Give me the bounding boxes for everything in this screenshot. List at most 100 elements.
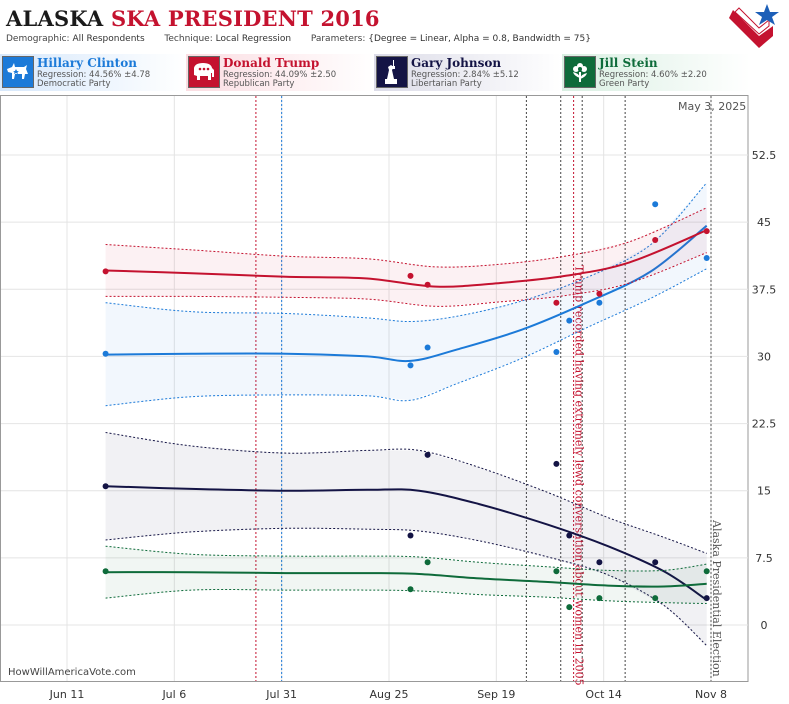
poll-point <box>652 237 659 243</box>
trend-line <box>105 485 708 601</box>
elephant-icon <box>188 56 220 88</box>
poll-point <box>703 568 710 575</box>
poll-point <box>553 568 560 575</box>
candidate-card-trump[interactable]: Donald Trump Regression: 44.09% ±2.50 Re… <box>186 54 374 91</box>
trend-line <box>105 571 707 588</box>
poll-point <box>703 228 710 235</box>
poll-point <box>553 460 560 467</box>
poll-point <box>553 299 560 306</box>
series-gary-johnson <box>102 432 710 646</box>
confidence-band <box>105 207 707 307</box>
poll-point <box>424 559 431 566</box>
candidate-card-stein[interactable]: Jill Stein Regression: 4.60% ±2.20 Green… <box>562 54 750 91</box>
parameters-value: {Degree = Linear, Alpha = 0.8, Bandwidth… <box>368 34 591 44</box>
y-tick-label: 22.5 <box>752 418 777 431</box>
watermark: HowWillAmericaVote.com <box>8 667 136 678</box>
series-jill-stein <box>102 545 710 611</box>
donkey-icon <box>2 56 34 88</box>
poll-point <box>102 350 109 357</box>
x-tick-label: Aug 25 <box>370 688 409 701</box>
x-tick-label: Jul 6 <box>161 688 186 701</box>
confidence-upper <box>105 182 708 323</box>
candidate-regression: Regression: 4.60% ±2.20 <box>599 70 707 80</box>
confidence-lower <box>105 527 708 646</box>
poll-point <box>424 344 431 351</box>
x-tick-label: Nov 8 <box>695 688 727 701</box>
poll-point <box>102 268 109 275</box>
confidence-upper <box>105 207 707 268</box>
y-tick-label: 0 <box>761 619 768 632</box>
poll-point <box>553 349 560 355</box>
confidence-lower <box>105 588 707 604</box>
confidence-upper <box>105 432 707 554</box>
poll-point <box>566 604 573 611</box>
poll-point <box>407 532 414 539</box>
trend-line <box>105 229 708 288</box>
trend-line <box>105 224 708 363</box>
poll-point <box>407 586 414 593</box>
flower-icon <box>564 56 596 88</box>
y-tick-label: 30 <box>757 350 771 363</box>
candidate-regression: Regression: 2.84% ±5.12 <box>411 70 519 80</box>
candidate-name: Donald Trump <box>223 56 320 70</box>
poll-point <box>703 255 710 261</box>
candidate-party: Libertarian Party <box>411 79 482 89</box>
x-tick-label: Oct 14 <box>585 688 622 701</box>
poll-point <box>596 559 603 566</box>
x-tick-label: Sep 19 <box>477 688 515 701</box>
series-donald-trump <box>102 207 710 307</box>
parameters-line: Demographic: All Respondents Technique: … <box>6 34 591 44</box>
confidence-lower <box>105 268 707 407</box>
poll-point <box>596 290 603 297</box>
confidence-upper <box>105 545 707 572</box>
poll-chart: Jun 11 Jul 6 Jul 31 Aug 25 Sep 19 Oct 14 Nov 8… <box>0 95 777 701</box>
confidence-band <box>105 432 707 646</box>
event-label: Trump recorded having extremely lewd con… <box>573 265 586 686</box>
site-logo-icon <box>729 4 779 48</box>
confidence-band <box>105 182 707 406</box>
parameters-label: Parameters: <box>310 34 366 44</box>
series-hillary-clinton <box>102 182 710 407</box>
poll-point <box>102 483 109 490</box>
y-tick-label: 37.5 <box>752 283 777 296</box>
candidate-party: Democratic Party <box>37 79 111 89</box>
poll-point <box>566 532 573 539</box>
poll-point <box>652 201 659 208</box>
candidate-card-johnson[interactable]: Gary Johnson Regression: 2.84% ±5.12 Lib… <box>374 54 562 91</box>
page-title: ALASKA SKA PRESIDENT 2016 <box>6 6 380 31</box>
candidate-name: Gary Johnson <box>411 56 502 70</box>
poll-point <box>596 299 603 306</box>
poll-point <box>424 281 431 288</box>
candidate-party: Green Party <box>599 79 650 89</box>
candidate-regression: Regression: 44.09% ±2.50 <box>223 70 337 80</box>
state-title: ALASKA <box>6 6 104 31</box>
event-label: Alaska Presidential Election <box>710 519 723 677</box>
y-tick-label: 45 <box>757 216 771 229</box>
confidence-band <box>105 546 707 604</box>
race-title: SKA PRESIDENT 2016 <box>110 6 380 31</box>
poll-point <box>596 595 603 602</box>
x-tick-label: Jul 31 <box>265 688 297 701</box>
poll-point <box>652 559 659 566</box>
candidate-party: Republican Party <box>223 79 295 89</box>
demographic-label: Demographic: <box>6 34 70 44</box>
candidate-regression: Regression: 44.56% ±4.78 <box>37 70 151 80</box>
poll-point <box>407 272 414 279</box>
candidate-name: Jill Stein <box>599 56 658 70</box>
poll-point <box>703 595 710 602</box>
x-tick-label: Jun 11 <box>49 688 85 701</box>
statue-of-liberty-icon <box>376 56 408 88</box>
y-tick-label: 15 <box>757 485 771 498</box>
demographic-value: All Respondents <box>72 34 145 44</box>
technique-label: Technique: <box>164 34 213 44</box>
poll-point <box>424 451 431 458</box>
poll-point <box>407 362 414 369</box>
poll-point <box>102 568 109 575</box>
y-tick-label: 7.5 <box>755 552 773 565</box>
candidate-card-clinton[interactable]: Hillary Clinton Regression: 44.56% ±4.78… <box>0 54 186 91</box>
candidate-name: Hillary Clinton <box>37 56 137 70</box>
y-tick-label: 52.5 <box>752 149 777 162</box>
poll-point <box>566 317 573 324</box>
plot-frame <box>0 95 749 682</box>
poll-point <box>652 595 659 602</box>
